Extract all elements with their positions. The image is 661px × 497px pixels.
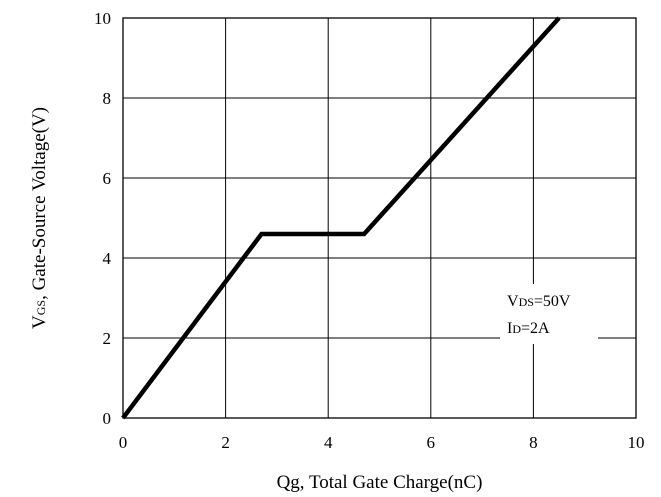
x-tick-label: 4 bbox=[324, 433, 333, 452]
y-tick-label: 6 bbox=[103, 169, 112, 188]
y-tick-label: 4 bbox=[103, 249, 112, 268]
y-tick-label: 10 bbox=[94, 9, 111, 28]
y-axis-label-prefix: V bbox=[29, 315, 50, 329]
x-tick-labels: 0 2 4 6 8 10 bbox=[119, 433, 645, 452]
series-group bbox=[123, 18, 559, 418]
y-axis-label-rest: , Gate-Source Voltage(V) bbox=[29, 107, 50, 300]
x-tick-label: 6 bbox=[427, 433, 436, 452]
x-axis-label: Qg, Total Gate Charge(nC) bbox=[277, 472, 483, 493]
annotation-vds-rest: =50V bbox=[534, 293, 571, 310]
y-tick-label: 2 bbox=[103, 329, 112, 348]
annotation-vds-subscript: DS bbox=[519, 295, 534, 309]
y-axis-label-subscript: GS bbox=[34, 300, 48, 315]
annotation-vds: VDS=50V bbox=[507, 293, 571, 310]
y-tick-label: 0 bbox=[103, 409, 112, 428]
y-axis-label: VGS, Gate-Source Voltage(V) bbox=[29, 107, 50, 329]
annotation-id-subscript: D bbox=[512, 322, 521, 336]
series-line-0 bbox=[123, 18, 559, 418]
annotation-vds-prefix: V bbox=[507, 293, 519, 310]
x-tick-label: 0 bbox=[119, 433, 128, 452]
annotation-id-rest: =2A bbox=[521, 320, 550, 337]
x-tick-label: 8 bbox=[529, 433, 538, 452]
x-tick-label: 2 bbox=[221, 433, 230, 452]
y-tick-labels: 0 2 4 6 8 10 bbox=[94, 9, 112, 428]
y-tick-label: 8 bbox=[103, 89, 112, 108]
annotation-id: ID=2A bbox=[507, 320, 550, 337]
x-tick-label: 10 bbox=[628, 433, 645, 452]
